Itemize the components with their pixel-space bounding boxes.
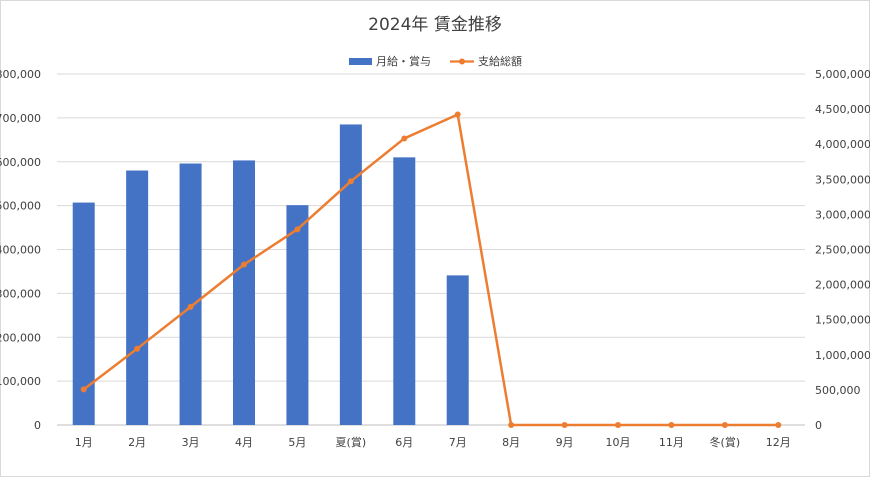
category-label: 3月 [182, 436, 200, 449]
left-tick-label: 200,000 [0, 331, 41, 344]
line-point [454, 111, 461, 118]
legend-line-marker [459, 58, 465, 65]
bar [446, 275, 469, 425]
category-labels: 1月 2月 3月 4月 5月 夏(賞) 6月 7月 8月 9月 10月 11月 冬(賞) 12月 [75, 435, 791, 449]
legend-line-label: 支給総額 [478, 54, 522, 68]
right-tick-label: 1,000,000 [815, 349, 870, 362]
line-point [80, 386, 87, 393]
right-tick-label: 1,500,000 [815, 314, 870, 327]
category-label: 2月 [128, 436, 146, 449]
legend-bar-swatch [349, 58, 372, 65]
category-label: 冬(賞) [710, 435, 741, 449]
line-point [187, 303, 194, 310]
left-tick-label: 300,000 [0, 287, 41, 300]
line-point [401, 135, 408, 142]
bar [72, 202, 95, 425]
category-label: 7月 [449, 436, 467, 449]
category-label: 1月 [75, 436, 93, 449]
left-tick-label: 100,000 [0, 375, 41, 388]
left-tick-label: 0 [34, 419, 41, 432]
category-label: 10月 [606, 436, 631, 449]
category-label: 6月 [395, 436, 413, 449]
right-tick-label: 0 [815, 419, 822, 432]
bar [179, 163, 202, 425]
right-tick-label: 3,000,000 [815, 208, 870, 221]
line-series [80, 111, 782, 428]
legend: 月給・賞与 支給総額 [349, 54, 522, 68]
bar [339, 124, 362, 426]
category-label: 9月 [556, 436, 574, 449]
left-tick-label: 500,000 [0, 200, 41, 213]
line-point [294, 226, 301, 233]
left-tick-label: 400,000 [0, 244, 41, 257]
left-tick-label: 700,000 [0, 112, 41, 125]
line-point [561, 422, 568, 428]
legend-bar-label: 月給・賞与 [376, 54, 431, 68]
bar [233, 160, 255, 425]
line-point [508, 422, 515, 428]
right-tick-label: 4,500,000 [815, 103, 870, 116]
left-axis-ticks: 0 100,000 200,000 300,000 400,000 500,000 600,… [0, 68, 41, 432]
right-tick-label: 3,500,000 [815, 173, 870, 186]
line-point [721, 422, 728, 428]
right-tick-label: 2,500,000 [815, 244, 870, 257]
bar [286, 205, 309, 425]
category-label: 夏(賞) [336, 436, 367, 449]
left-tick-label: 800,000 [0, 68, 41, 81]
line-point [668, 422, 675, 428]
line-point [134, 345, 141, 352]
line-point [615, 422, 621, 428]
line-point [241, 261, 247, 268]
chart-title: 2024年 賃金推移 [368, 15, 502, 35]
left-tick-label: 600,000 [0, 156, 41, 169]
right-axis-ticks: 0 500,000 1,000,000 1,500,000 2,000,000 2,500… [815, 68, 870, 432]
right-tick-label: 4,000,000 [815, 138, 870, 151]
bar-series [72, 124, 469, 426]
category-label: 8月 [502, 436, 520, 449]
category-label: 5月 [288, 436, 306, 449]
line-point [775, 422, 782, 428]
line-point [347, 178, 354, 185]
bar [126, 170, 149, 425]
right-tick-label: 500,000 [815, 384, 861, 397]
bar [393, 157, 416, 426]
right-tick-label: 5,000,000 [815, 68, 870, 81]
line-path [82, 113, 779, 427]
category-label: 11月 [659, 436, 684, 449]
category-label: 4月 [235, 436, 253, 449]
right-tick-label: 2,000,000 [815, 279, 870, 292]
category-label: 12月 [766, 436, 791, 449]
